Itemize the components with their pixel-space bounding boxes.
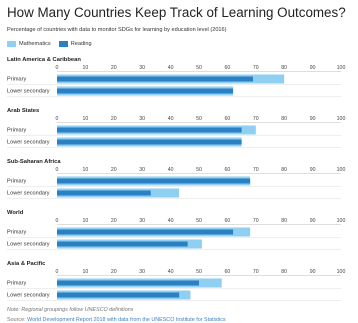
tick-label-sub-saharan-africa-60: 60 <box>225 167 231 173</box>
tick-label-latin-america-caribbean-100: 100 <box>337 65 346 71</box>
tick-label-world-50: 50 <box>196 218 202 224</box>
legend-label-mathematics: Mathematics <box>19 40 51 47</box>
tick-label-world-10: 10 <box>83 218 89 224</box>
tick-label-latin-america-caribbean-90: 90 <box>310 65 316 71</box>
tick-label-asia-pacific-10: 10 <box>83 269 89 275</box>
tick-label-sub-saharan-africa-50: 50 <box>196 167 202 173</box>
tick-label-sub-saharan-africa-100: 100 <box>337 167 346 173</box>
source-prefix: Source: <box>7 317 28 323</box>
tick-label-world-80: 80 <box>281 218 287 224</box>
panel-title-asia-pacific: Asia & Pacific <box>7 261 46 267</box>
category-label-sub-saharan-africa-lower-secondary: Lower secondary <box>7 191 50 197</box>
tick-label-sub-saharan-africa-80: 80 <box>281 167 287 173</box>
tick-label-arab-states-0: 0 <box>56 116 59 122</box>
bar-reading-latin-america-caribbean-lower-secondary <box>57 88 234 94</box>
tick-label-asia-pacific-90: 90 <box>310 269 316 275</box>
chart-subtitle: Percentage of countries with data to mon… <box>7 27 227 33</box>
tick-label-arab-states-10: 10 <box>83 116 89 122</box>
tick-label-arab-states-100: 100 <box>337 116 346 122</box>
tick-label-latin-america-caribbean-80: 80 <box>281 65 287 71</box>
panel-title-sub-saharan-africa: Sub-Saharan Africa <box>7 159 61 165</box>
tick-label-latin-america-caribbean-70: 70 <box>253 65 259 71</box>
tick-label-sub-saharan-africa-20: 20 <box>111 167 117 173</box>
tick-label-asia-pacific-70: 70 <box>253 269 259 275</box>
tick-label-sub-saharan-africa-40: 40 <box>168 167 174 173</box>
bar-reading-world-lower-secondary <box>57 241 188 247</box>
tick-label-latin-america-caribbean-50: 50 <box>196 65 202 71</box>
category-label-asia-pacific-lower-secondary: Lower secondary <box>7 293 50 299</box>
category-label-arab-states-lower-secondary: Lower secondary <box>7 140 50 146</box>
tick-label-latin-america-caribbean-60: 60 <box>225 65 231 71</box>
category-label-asia-pacific-primary: Primary <box>7 281 26 287</box>
bar-reading-latin-america-caribbean-primary <box>57 76 253 82</box>
tick-label-asia-pacific-100: 100 <box>337 269 346 275</box>
tick-label-world-70: 70 <box>253 218 259 224</box>
category-label-sub-saharan-africa-primary: Primary <box>7 179 26 185</box>
tick-label-latin-america-caribbean-10: 10 <box>83 65 89 71</box>
footnote: Note: Regional groupings follow UNESCO d… <box>7 307 134 313</box>
panel-title-latin-america-caribbean: Latin America & Caribbean <box>7 57 81 63</box>
bar-reading-arab-states-lower-secondary <box>57 139 242 145</box>
tick-label-world-0: 0 <box>56 218 59 224</box>
tick-label-asia-pacific-50: 50 <box>196 269 202 275</box>
tick-label-world-60: 60 <box>225 218 231 224</box>
legend-item-mathematics: Mathematics <box>7 40 51 47</box>
tick-label-arab-states-70: 70 <box>253 116 259 122</box>
tick-label-arab-states-30: 30 <box>139 116 145 122</box>
category-label-latin-america-caribbean-lower-secondary: Lower secondary <box>7 89 50 95</box>
tick-label-world-90: 90 <box>310 218 316 224</box>
legend-swatch-mathematics <box>7 40 16 47</box>
bar-reading-asia-pacific-lower-secondary <box>57 292 180 298</box>
tick-label-world-40: 40 <box>168 218 174 224</box>
tick-label-world-100: 100 <box>337 218 346 224</box>
tick-label-latin-america-caribbean-0: 0 <box>56 65 59 71</box>
panel-title-arab-states: Arab States <box>7 108 39 114</box>
tick-label-arab-states-20: 20 <box>111 116 117 122</box>
tick-label-arab-states-50: 50 <box>196 116 202 122</box>
tick-label-asia-pacific-60: 60 <box>225 269 231 275</box>
legend-swatch-reading <box>58 40 68 47</box>
tick-label-latin-america-caribbean-30: 30 <box>139 65 145 71</box>
category-label-world-lower-secondary: Lower secondary <box>7 242 50 248</box>
tick-label-world-20: 20 <box>111 218 117 224</box>
category-label-arab-states-primary: Primary <box>7 128 26 134</box>
tick-label-arab-states-60: 60 <box>225 116 231 122</box>
tick-label-sub-saharan-africa-30: 30 <box>139 167 145 173</box>
legend-label-reading: Reading <box>70 40 92 47</box>
panel-title-world: World <box>7 210 24 216</box>
tick-label-asia-pacific-30: 30 <box>139 269 145 275</box>
tick-label-sub-saharan-africa-70: 70 <box>253 167 259 173</box>
tick-label-arab-states-90: 90 <box>310 116 316 122</box>
tick-label-arab-states-80: 80 <box>281 116 287 122</box>
category-label-world-primary: Primary <box>7 230 26 236</box>
tick-label-sub-saharan-africa-10: 10 <box>83 167 89 173</box>
legend-item-reading: Reading <box>58 40 92 47</box>
source-line: Source: World Development Report 2018 wi… <box>7 317 226 323</box>
tick-label-arab-states-40: 40 <box>168 116 174 122</box>
tick-label-sub-saharan-africa-0: 0 <box>56 167 59 173</box>
tick-label-world-30: 30 <box>139 218 145 224</box>
bar-reading-asia-pacific-primary <box>57 280 199 286</box>
category-label-latin-america-caribbean-primary: Primary <box>7 77 26 83</box>
bar-reading-sub-saharan-africa-primary <box>57 178 251 184</box>
chart-title: How Many Countries Keep Track of Learnin… <box>7 5 346 20</box>
tick-label-asia-pacific-20: 20 <box>111 269 117 275</box>
bar-reading-arab-states-primary <box>57 127 242 133</box>
tick-label-asia-pacific-40: 40 <box>168 269 174 275</box>
tick-label-latin-america-caribbean-20: 20 <box>111 65 117 71</box>
tick-label-asia-pacific-0: 0 <box>56 269 59 275</box>
tick-label-latin-america-caribbean-40: 40 <box>168 65 174 71</box>
tick-label-sub-saharan-africa-90: 90 <box>310 167 316 173</box>
legend: Mathematics Reading <box>7 39 100 48</box>
source-link[interactable]: World Development Report 2018 with data … <box>27 317 226 323</box>
bar-reading-sub-saharan-africa-lower-secondary <box>57 190 151 196</box>
tick-label-asia-pacific-80: 80 <box>281 269 287 275</box>
bar-reading-world-primary <box>57 229 234 235</box>
